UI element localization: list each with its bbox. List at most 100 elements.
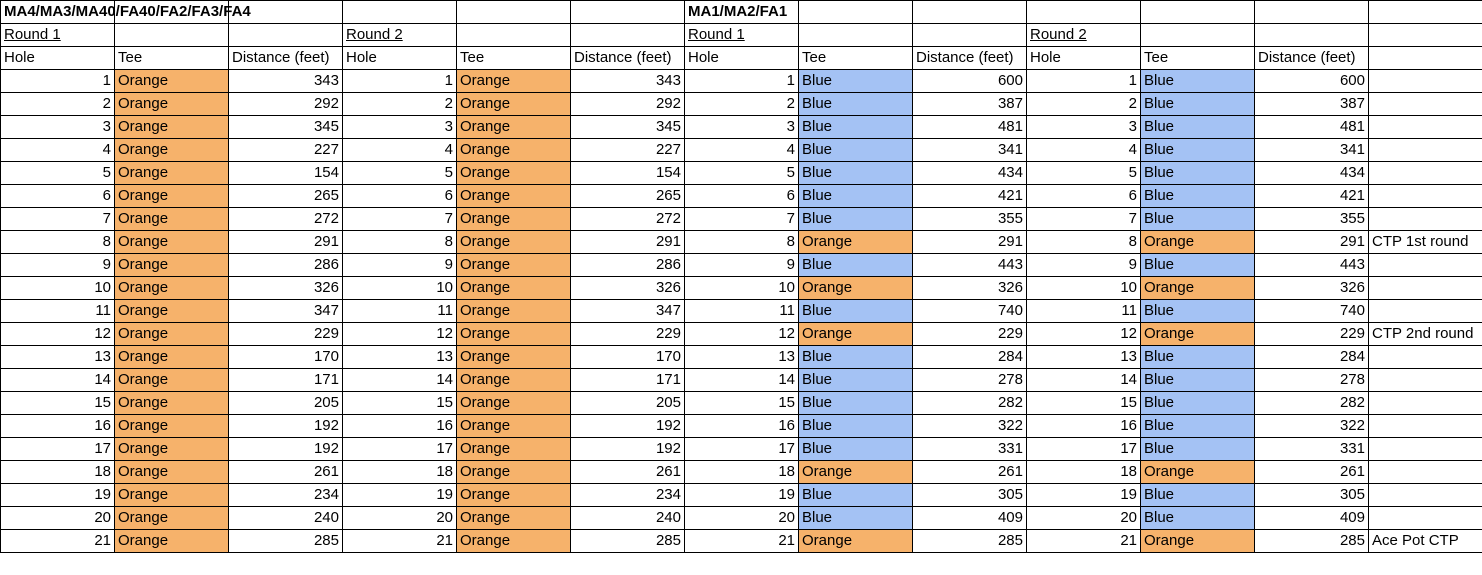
tee-cell[interactable]: Orange xyxy=(1140,322,1255,346)
column-header[interactable]: Distance (feet) xyxy=(228,46,343,70)
distance-cell[interactable]: 285 xyxy=(912,529,1027,553)
distance-cell[interactable]: 192 xyxy=(570,414,685,438)
distance-cell[interactable]: 292 xyxy=(570,92,685,116)
hole-cell[interactable]: 17 xyxy=(342,437,457,461)
distance-cell[interactable]: 291 xyxy=(1254,230,1369,254)
hole-cell[interactable]: 1 xyxy=(342,69,457,93)
note-cell[interactable]: Ace Pot CTP xyxy=(1368,529,1482,553)
hole-cell[interactable]: 1 xyxy=(684,69,799,93)
tee-cell[interactable]: Orange xyxy=(456,115,571,139)
tee-cell[interactable]: Orange xyxy=(456,230,571,254)
empty-cell[interactable] xyxy=(798,0,913,24)
distance-cell[interactable]: 272 xyxy=(570,207,685,231)
hole-cell[interactable]: 6 xyxy=(1026,184,1141,208)
distance-cell[interactable]: 285 xyxy=(570,529,685,553)
tee-cell[interactable]: Blue xyxy=(1140,92,1255,116)
hole-cell[interactable]: 3 xyxy=(0,115,115,139)
hole-cell[interactable]: 7 xyxy=(0,207,115,231)
hole-cell[interactable]: 15 xyxy=(342,391,457,415)
tee-cell[interactable]: Orange xyxy=(114,460,229,484)
tee-cell[interactable]: Orange xyxy=(114,345,229,369)
distance-cell[interactable]: 170 xyxy=(228,345,343,369)
distance-cell[interactable]: 305 xyxy=(1254,483,1369,507)
tee-cell[interactable]: Orange xyxy=(1140,529,1255,553)
hole-cell[interactable]: 6 xyxy=(0,184,115,208)
distance-cell[interactable]: 284 xyxy=(1254,345,1369,369)
distance-cell[interactable]: 326 xyxy=(912,276,1027,300)
note-cell[interactable] xyxy=(1368,506,1482,530)
note-cell[interactable] xyxy=(1368,92,1482,116)
distance-cell[interactable]: 192 xyxy=(228,414,343,438)
hole-cell[interactable]: 15 xyxy=(0,391,115,415)
empty-cell[interactable] xyxy=(798,23,913,47)
note-cell[interactable] xyxy=(1368,138,1482,162)
tee-cell[interactable]: Orange xyxy=(114,529,229,553)
note-cell[interactable] xyxy=(1368,345,1482,369)
tee-cell[interactable]: Orange xyxy=(456,414,571,438)
hole-cell[interactable]: 21 xyxy=(0,529,115,553)
tee-cell[interactable]: Blue xyxy=(1140,115,1255,139)
round-label[interactable]: Round 2 xyxy=(342,23,457,47)
hole-cell[interactable]: 2 xyxy=(0,92,115,116)
distance-cell[interactable]: 343 xyxy=(228,69,343,93)
hole-cell[interactable]: 12 xyxy=(342,322,457,346)
tee-cell[interactable]: Orange xyxy=(456,529,571,553)
hole-cell[interactable]: 15 xyxy=(1026,391,1141,415)
tee-cell[interactable]: Orange xyxy=(456,506,571,530)
tee-cell[interactable]: Blue xyxy=(798,69,913,93)
hole-cell[interactable]: 21 xyxy=(684,529,799,553)
empty-cell[interactable] xyxy=(1368,46,1482,70)
tee-cell[interactable]: Orange xyxy=(456,299,571,323)
column-header[interactable]: Distance (feet) xyxy=(1254,46,1369,70)
distance-cell[interactable]: 341 xyxy=(912,138,1027,162)
hole-cell[interactable]: 19 xyxy=(1026,483,1141,507)
note-cell[interactable] xyxy=(1368,161,1482,185)
distance-cell[interactable]: 481 xyxy=(1254,115,1369,139)
distance-cell[interactable]: 409 xyxy=(912,506,1027,530)
hole-cell[interactable]: 10 xyxy=(684,276,799,300)
distance-cell[interactable]: 322 xyxy=(912,414,1027,438)
empty-cell[interactable] xyxy=(1368,0,1482,24)
hole-cell[interactable]: 13 xyxy=(1026,345,1141,369)
distance-cell[interactable]: 600 xyxy=(1254,69,1369,93)
hole-cell[interactable]: 10 xyxy=(0,276,115,300)
hole-cell[interactable]: 9 xyxy=(684,253,799,277)
hole-cell[interactable]: 7 xyxy=(342,207,457,231)
distance-cell[interactable]: 347 xyxy=(570,299,685,323)
round-label[interactable]: Round 1 xyxy=(684,23,799,47)
tee-cell[interactable]: Blue xyxy=(1140,138,1255,162)
tee-cell[interactable]: Blue xyxy=(798,368,913,392)
section-title[interactable]: MA4/MA3/MA40/FA40/FA2/FA3/FA4 xyxy=(0,0,251,24)
hole-cell[interactable]: 14 xyxy=(684,368,799,392)
hole-cell[interactable]: 6 xyxy=(342,184,457,208)
tee-cell[interactable]: Orange xyxy=(114,115,229,139)
column-header[interactable]: Tee xyxy=(1140,46,1255,70)
hole-cell[interactable]: 8 xyxy=(342,230,457,254)
tee-cell[interactable]: Orange xyxy=(114,230,229,254)
note-cell[interactable] xyxy=(1368,299,1482,323)
tee-cell[interactable]: Orange xyxy=(456,345,571,369)
column-header[interactable]: Tee xyxy=(114,46,229,70)
tee-cell[interactable]: Orange xyxy=(456,483,571,507)
hole-cell[interactable]: 8 xyxy=(0,230,115,254)
tee-cell[interactable]: Orange xyxy=(456,138,571,162)
hole-cell[interactable]: 14 xyxy=(342,368,457,392)
distance-cell[interactable]: 409 xyxy=(1254,506,1369,530)
note-cell[interactable] xyxy=(1368,253,1482,277)
hole-cell[interactable]: 5 xyxy=(0,161,115,185)
distance-cell[interactable]: 443 xyxy=(1254,253,1369,277)
tee-cell[interactable]: Blue xyxy=(798,207,913,231)
hole-cell[interactable]: 21 xyxy=(342,529,457,553)
empty-cell[interactable] xyxy=(912,0,1027,24)
hole-cell[interactable]: 19 xyxy=(0,483,115,507)
tee-cell[interactable]: Orange xyxy=(456,368,571,392)
note-cell[interactable] xyxy=(1368,483,1482,507)
tee-cell[interactable]: Blue xyxy=(1140,161,1255,185)
hole-cell[interactable]: 20 xyxy=(342,506,457,530)
distance-cell[interactable]: 286 xyxy=(570,253,685,277)
hole-cell[interactable]: 3 xyxy=(342,115,457,139)
hole-cell[interactable]: 2 xyxy=(1026,92,1141,116)
hole-cell[interactable]: 4 xyxy=(1026,138,1141,162)
empty-cell[interactable] xyxy=(1140,23,1255,47)
tee-cell[interactable]: Blue xyxy=(798,345,913,369)
